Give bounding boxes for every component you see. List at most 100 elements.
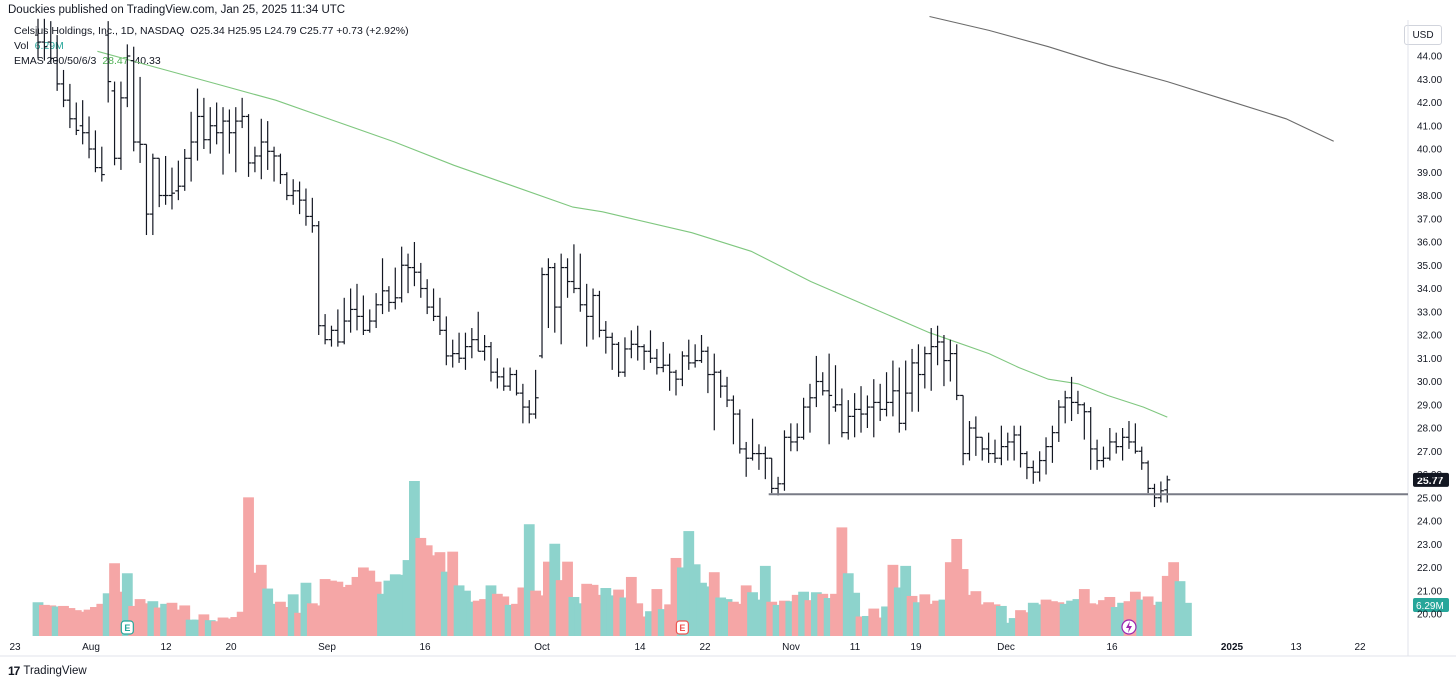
ohlc-bar <box>858 386 865 433</box>
volume-bar <box>230 617 242 636</box>
volume-bar <box>511 603 522 636</box>
ohlc-bar <box>443 316 450 366</box>
ohlc-bar <box>851 393 858 438</box>
ohlc-bar <box>609 332 616 370</box>
volume-bar <box>287 594 299 636</box>
volume-bar <box>421 545 433 636</box>
x-tick-label: Sep <box>318 642 336 653</box>
volume-bar <box>983 602 995 636</box>
volume-label[interactable]: Vol <box>14 40 29 52</box>
volume-bar <box>568 596 580 636</box>
ohlc-bar <box>940 335 947 387</box>
volume-bar <box>428 555 439 636</box>
volume-bar <box>600 588 612 636</box>
price-axis: 44.00 43.00 42.00 41.00 40.00 39.00 38.00 37.00… <box>1417 52 1442 621</box>
volume-bar <box>447 551 459 636</box>
x-tick-label: Oct <box>534 642 550 653</box>
ohlc-bar <box>1100 446 1107 468</box>
y-tick-label: 27.00 <box>1417 447 1442 458</box>
ohlc-bar <box>519 383 526 424</box>
brand-name[interactable]: TradingView <box>23 665 87 677</box>
ohlc-bar <box>500 367 507 391</box>
volume-bar <box>160 603 171 636</box>
ohlc-bar <box>985 432 992 463</box>
volume-bar <box>594 594 605 636</box>
annotations: 25.77 6.29M E E <box>120 472 1449 635</box>
currency-button[interactable]: USD <box>1404 25 1442 45</box>
ohlc-bar <box>660 341 667 373</box>
volume-bar <box>243 497 254 636</box>
volume-bar <box>198 614 210 636</box>
ohlc-bar <box>60 69 67 108</box>
volume-bar <box>472 600 484 636</box>
volume-bar <box>434 552 446 636</box>
volume-bar <box>1117 602 1128 636</box>
ohlc-bar <box>271 146 278 182</box>
volume-bar <box>153 607 165 636</box>
ohlc-bar <box>921 346 928 389</box>
volume-bar <box>536 595 548 636</box>
ohlc-bar <box>832 365 839 412</box>
ohlc-bar <box>634 325 641 361</box>
y-tick-label: 26.00 <box>1417 470 1442 481</box>
ohlc-bar <box>1157 481 1164 503</box>
x-tick-label: 13 <box>1290 642 1302 653</box>
ohlc-bar <box>417 262 424 298</box>
earnings-marker <box>675 620 689 635</box>
ohlc-bar <box>806 383 813 433</box>
chart-grid <box>0 20 1456 657</box>
ohlc-bar <box>679 351 686 387</box>
x-tick-label: Dec <box>997 642 1015 653</box>
volume-bar <box>1091 604 1103 636</box>
ohlc-bar <box>1049 425 1056 463</box>
x-tick-label: 19 <box>910 642 922 653</box>
y-tick-label: 23.00 <box>1417 540 1442 551</box>
volume-bar <box>1104 596 1116 636</box>
volume-bar <box>134 599 146 636</box>
volume-bar <box>268 603 280 636</box>
volume-bar <box>466 601 478 636</box>
ohlc-bar <box>717 369 724 398</box>
ohlc-bar <box>1023 451 1030 480</box>
ohlc-bar <box>405 253 412 294</box>
volume-bar <box>409 481 420 636</box>
volume-bar <box>70 610 82 636</box>
ohlc-bar <box>704 346 711 394</box>
ohlc-bar <box>1087 407 1094 470</box>
volume-bar <box>1078 589 1090 636</box>
ohlc-bar <box>277 153 284 184</box>
volume-bar <box>479 599 490 636</box>
volume-bar <box>1072 599 1084 636</box>
ohlc-bar <box>653 348 660 375</box>
volume-bar <box>900 565 912 636</box>
volume-bar <box>817 593 829 636</box>
ohlc-bar <box>558 253 565 345</box>
volume-bar <box>613 589 624 636</box>
ohlc-bar <box>551 262 558 333</box>
ohlc-bar <box>960 394 967 466</box>
y-tick-label: 42.00 <box>1417 98 1442 109</box>
ohlc-bar <box>143 143 150 236</box>
ohlc-bar <box>1055 400 1062 442</box>
ohlc-bar <box>647 330 654 363</box>
ohlc-bar <box>1106 428 1113 461</box>
volume-bar <box>964 594 975 636</box>
volume-bar <box>887 564 899 636</box>
ohlc-bar <box>877 383 884 422</box>
ohlc-bar <box>283 172 290 201</box>
volume-bar <box>664 604 676 636</box>
volume-bar <box>281 607 293 636</box>
volume-bar <box>1136 599 1148 636</box>
ohlc-bar <box>302 188 309 226</box>
volume-bar <box>217 617 229 636</box>
ohlc-bar <box>156 157 163 208</box>
ohlc-bar <box>296 181 303 215</box>
symbol-name[interactable]: Celsius Holdings, Inc., 1D, NASDAQ <box>14 25 185 37</box>
ohlc-bar <box>526 400 533 424</box>
volume-bar <box>192 619 203 636</box>
x-tick-label: 2025 <box>1221 642 1244 653</box>
footer-brand: 17 TradingView <box>8 664 87 678</box>
y-tick-label: 28.00 <box>1417 424 1442 435</box>
volume-bar <box>976 604 988 636</box>
